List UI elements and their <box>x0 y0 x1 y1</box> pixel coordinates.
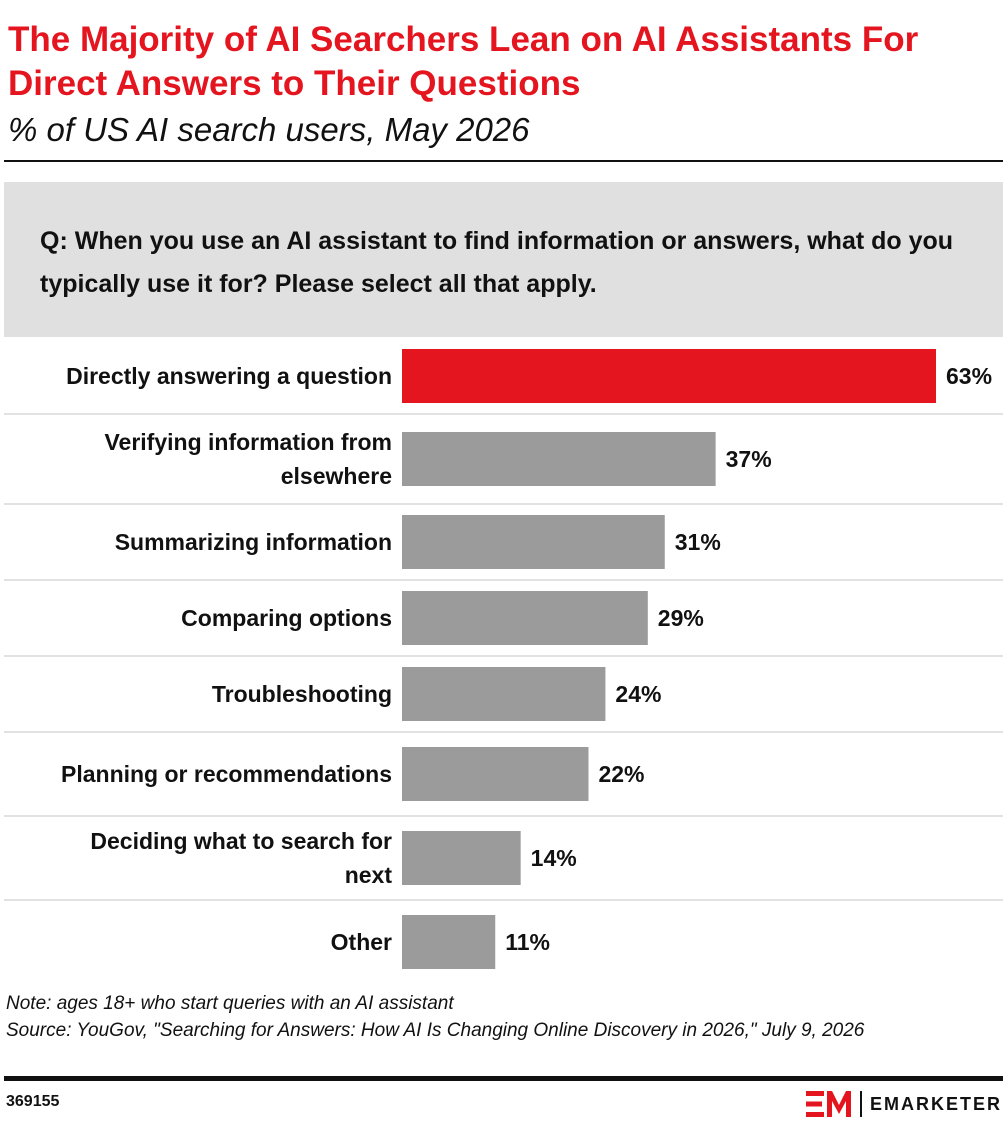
survey-question: Q: When you use an AI assistant to find … <box>40 227 954 298</box>
bar-chart-svg: 63% Directly answering a question 37% Verif… <box>4 349 1003 969</box>
bar <box>402 915 496 969</box>
value-label: 11% <box>505 929 550 955</box>
bar <box>402 515 665 569</box>
source-text: Source: YouGov, "Searching for Answers: … <box>6 1020 865 1041</box>
chart-id: 369155 <box>6 1093 60 1110</box>
bottom-divider <box>4 1076 1003 1081</box>
note-text: Note: ages 18+ who start queries with an… <box>6 993 454 1014</box>
value-label: 29% <box>658 605 704 631</box>
value-label: 24% <box>615 681 661 707</box>
bar <box>402 667 606 721</box>
category-label: Other <box>331 929 392 955</box>
value-label: 14% <box>531 845 577 871</box>
category-label: Troubleshooting <box>212 681 392 707</box>
category-label: Comparing options <box>181 605 392 631</box>
bar-chart: 63% Directly answering a question 37% Verif… <box>0 338 1008 984</box>
bar <box>402 831 521 885</box>
value-label: 22% <box>598 761 644 787</box>
category-label: Planning or recommendations <box>61 761 392 787</box>
emarketer-logo: EMARKETER <box>805 1088 1002 1120</box>
bar <box>402 432 716 486</box>
bar <box>402 591 648 645</box>
value-label: 63% <box>946 363 992 389</box>
logo-wordmark: EMARKETER <box>869 1093 1002 1114</box>
em-logo-mark <box>805 1091 851 1117</box>
bar <box>402 349 936 403</box>
top-divider <box>4 160 1003 162</box>
bar <box>402 747 589 801</box>
value-label: 31% <box>675 529 721 555</box>
chart-subtitle: % of US AI search users, May 2026 <box>8 111 530 148</box>
category-label: Verifying information from elsewhere <box>104 429 392 489</box>
footnotes: Note: ages 18+ who start queries with an… <box>6 990 1001 1044</box>
value-label: 37% <box>726 446 772 472</box>
chart-title: The Majority of AI Searchers Lean on AI … <box>8 20 919 103</box>
category-label: Summarizing information <box>115 529 392 555</box>
category-label: Deciding what to search for next <box>90 828 392 888</box>
question-box: Q: When you use an AI assistant to find … <box>4 182 1003 337</box>
logo-separator <box>859 1091 862 1117</box>
category-label: Directly answering a question <box>66 363 392 389</box>
